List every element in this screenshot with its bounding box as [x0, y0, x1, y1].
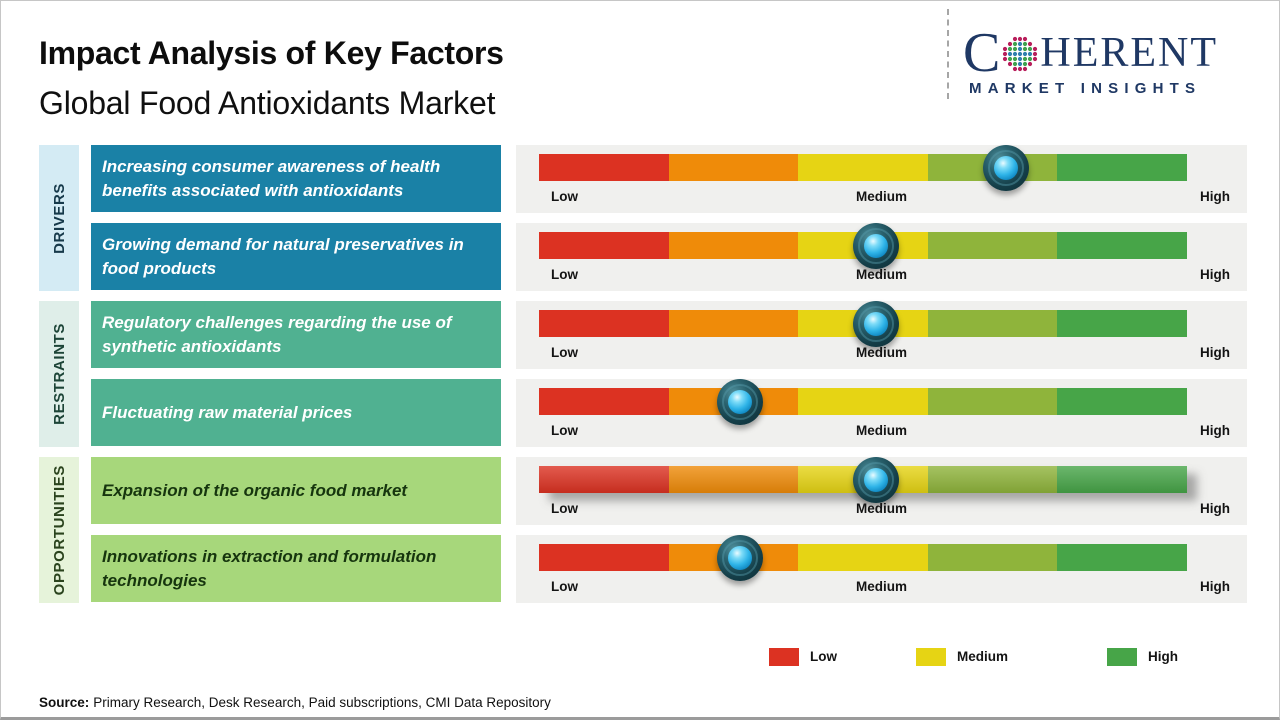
factor-text: Growing demand for natural preservatives…	[102, 235, 464, 278]
scale-segment-medium-high	[927, 466, 1058, 493]
source-prefix: Source:	[39, 695, 90, 710]
page-subtitle: Global Food Antioxidants Market	[39, 85, 496, 121]
legend-swatch-low	[769, 648, 799, 666]
group-strip-opportunities: OPPORTUNITIES	[39, 457, 79, 603]
logo-letter-c: C	[963, 22, 1001, 84]
scale-segment-low-medium	[668, 154, 799, 181]
scale-label-high: High	[1200, 423, 1230, 438]
impact-marker	[853, 301, 899, 347]
scale-label-medium: Medium	[855, 189, 907, 204]
factor-box-opportunity-1: Expansion of the organic food market	[91, 457, 501, 524]
legend-swatch-high	[1107, 648, 1137, 666]
scale-label-low: Low	[551, 267, 578, 282]
scale-segment-low	[539, 388, 669, 415]
scale-label-medium: Medium	[855, 501, 907, 516]
scale-label-low: Low	[551, 579, 578, 594]
scale-segment-low-medium	[668, 310, 799, 337]
scale-label-high: High	[1200, 345, 1230, 360]
scale-segment-medium	[798, 154, 928, 181]
impact-scale-row-2: Low Medium High	[516, 223, 1247, 291]
brand-logo: C HERENT MARKET INSIGHTS	[963, 22, 1263, 97]
impact-marker	[853, 457, 899, 503]
scale-segment-low-medium	[668, 466, 799, 493]
scale-label-medium: Medium	[855, 423, 907, 438]
logo-divider	[947, 9, 949, 99]
factor-box-driver-1: Increasing consumer awareness of health …	[91, 145, 501, 212]
group-label-restraints: RESTRAINTS	[50, 323, 68, 425]
factor-text: Innovations in extraction and formulatio…	[102, 547, 437, 590]
factor-box-opportunity-2: Innovations in extraction and formulatio…	[91, 535, 501, 602]
impact-marker	[716, 379, 763, 425]
group-label-drivers: DRIVERS	[50, 182, 68, 254]
impact-scale-row-5: Low Medium High	[516, 457, 1247, 525]
legend-swatch-medium	[916, 648, 946, 666]
factor-box-restraint-2: Fluctuating raw material prices	[91, 379, 501, 446]
scale-label-low: Low	[551, 501, 578, 516]
scale-label-low: Low	[551, 423, 578, 438]
scale-label-high: High	[1200, 579, 1230, 594]
impact-scale-bar	[539, 544, 1187, 571]
logo-wordmark-text: HERENT	[1040, 30, 1219, 76]
source-note: Source: Primary Research, Desk Research, …	[39, 695, 551, 710]
legend-label-medium: Medium	[957, 649, 1009, 664]
scale-segment-medium-high	[927, 544, 1058, 571]
factor-text: Regulatory challenges regarding the use …	[102, 313, 452, 356]
scale-segment-high	[1057, 154, 1187, 181]
scale-segment-high	[1057, 388, 1187, 415]
scale-segment-high	[1057, 466, 1187, 493]
scale-label-high: High	[1200, 267, 1230, 282]
scale-segment-low	[539, 154, 669, 181]
scale-segment-medium-high	[927, 310, 1058, 337]
legend-label-high: High	[1148, 649, 1178, 664]
scale-label-high: High	[1200, 501, 1230, 516]
scale-segment-medium	[798, 544, 928, 571]
factor-text: Expansion of the organic food market	[102, 480, 408, 500]
scale-label-medium: Medium	[855, 579, 907, 594]
impact-scale-row-6: Low Medium High	[516, 535, 1247, 603]
scale-label-medium: Medium	[855, 267, 907, 282]
impact-marker	[716, 535, 763, 581]
group-strip-drivers: DRIVERS	[39, 145, 79, 291]
factor-text: Fluctuating raw material prices	[102, 402, 353, 422]
impact-scale-row-3: Low Medium High	[516, 301, 1247, 369]
source-text: Primary Research, Desk Research, Paid su…	[93, 695, 551, 710]
scale-label-high: High	[1200, 189, 1230, 204]
scale-segment-medium-high	[927, 232, 1058, 259]
factor-box-driver-2: Growing demand for natural preservatives…	[91, 223, 501, 290]
scale-segment-high	[1057, 232, 1187, 259]
group-label-opportunities: OPPORTUNITIES	[50, 464, 68, 596]
scale-segment-low	[539, 310, 669, 337]
scale-segment-high	[1057, 310, 1187, 337]
factor-text: Increasing consumer awareness of health …	[102, 157, 441, 200]
impact-scale-row-1: Low Medium High	[516, 145, 1247, 213]
impact-scale-row-4: Low Medium High	[516, 379, 1247, 447]
impact-marker	[982, 145, 1029, 191]
logo-tagline: MARKET INSIGHTS	[969, 80, 1202, 97]
scale-segment-low	[539, 466, 669, 493]
group-strip-restraints: RESTRAINTS	[39, 301, 79, 447]
scale-segment-low	[539, 232, 669, 259]
scale-segment-low	[539, 544, 669, 571]
scale-segment-medium-high	[927, 388, 1058, 415]
scale-label-low: Low	[551, 189, 578, 204]
scale-segment-high	[1057, 544, 1187, 571]
page-title: Impact Analysis of Key Factors	[39, 35, 504, 71]
logo-wordmark: C HERENT	[963, 22, 1263, 84]
impact-scale-bar	[539, 388, 1187, 415]
logo-globe-icon	[1003, 36, 1038, 72]
scale-label-medium: Medium	[855, 345, 907, 360]
factor-box-restraint-1: Regulatory challenges regarding the use …	[91, 301, 501, 368]
scale-segment-medium	[798, 388, 928, 415]
scale-label-low: Low	[551, 345, 578, 360]
legend-label-low: Low	[810, 649, 837, 664]
impact-marker	[853, 223, 899, 269]
scale-segment-low-medium	[668, 232, 799, 259]
impact-scale-bar	[539, 154, 1187, 181]
